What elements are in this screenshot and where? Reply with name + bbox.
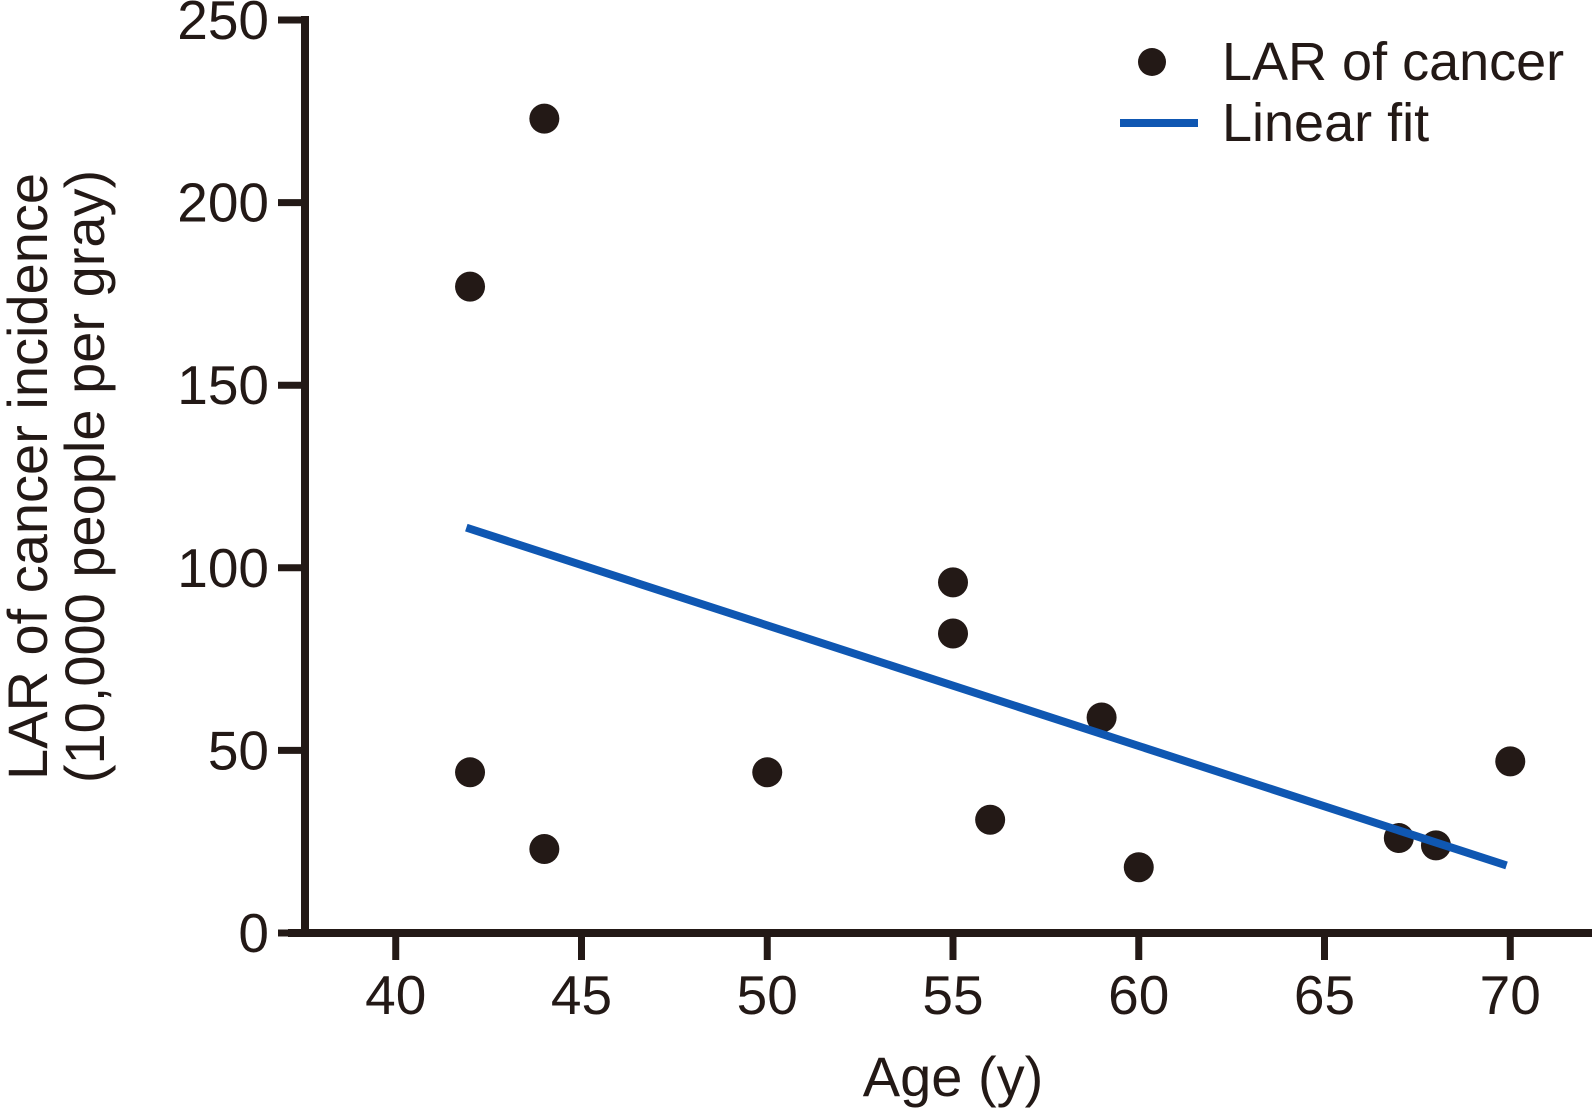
- y-tick-label: 250: [177, 0, 269, 51]
- x-tick-label: 55: [922, 964, 983, 1026]
- y-tick-label: 200: [177, 172, 269, 234]
- y-tick-label: 100: [177, 537, 269, 599]
- y-tick-label: 50: [208, 719, 269, 781]
- scatter-point: [938, 567, 969, 598]
- scatter-point: [752, 757, 783, 788]
- fit-line: [465, 523, 1508, 870]
- scatter-point: [1495, 746, 1526, 777]
- scatter-point: [1086, 702, 1117, 733]
- x-tick-label: 50: [737, 964, 798, 1026]
- x-tick-label: 70: [1480, 964, 1541, 1026]
- x-tick-label: 45: [551, 964, 612, 1026]
- y-tick-label: 150: [177, 354, 269, 416]
- x-tick-label: 60: [1108, 964, 1169, 1026]
- scatter-point: [975, 804, 1006, 835]
- legend-label: LAR of cancer: [1222, 32, 1564, 92]
- scatter-point: [529, 834, 560, 865]
- y-axis-title-line1: LAR of cancer incidence: [0, 173, 59, 780]
- x-tick-label: 65: [1294, 964, 1355, 1026]
- y-tick-label: 0: [238, 902, 269, 964]
- legend-label: Linear fit: [1222, 93, 1429, 153]
- scatter-point: [1123, 852, 1154, 883]
- x-tick-label: 40: [365, 964, 426, 1026]
- scatter-point: [455, 757, 486, 788]
- scatter-point: [938, 618, 969, 649]
- scatter-point: [529, 103, 560, 134]
- y-axis-title-line2: (10,000 people per gray): [53, 170, 116, 783]
- x-axis-title: Age (y): [863, 1045, 1044, 1108]
- scatter-point: [455, 271, 486, 302]
- legend-dot-icon: [1138, 48, 1166, 76]
